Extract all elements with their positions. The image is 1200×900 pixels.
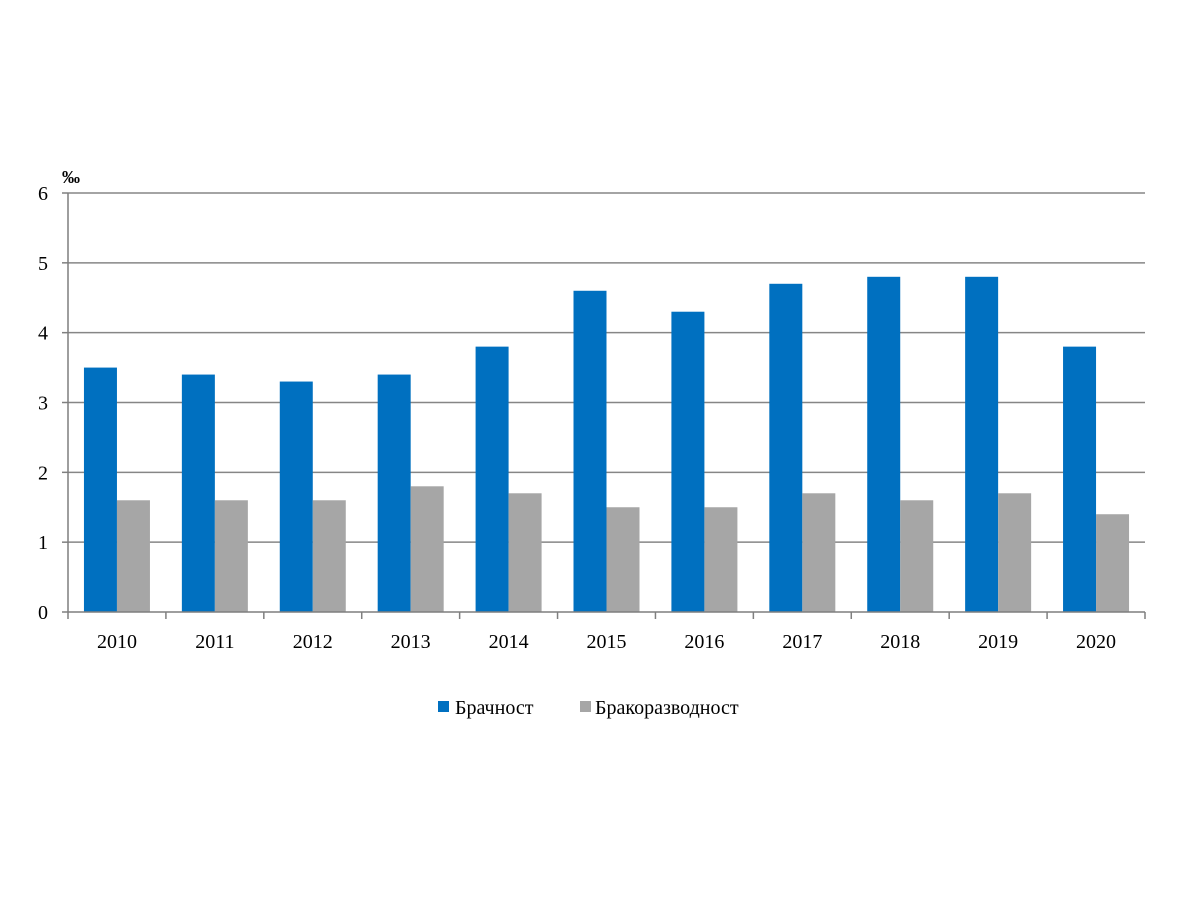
bar-marriage bbox=[769, 283, 803, 612]
bar-marriage bbox=[475, 346, 509, 612]
x-tick-label: 2010 bbox=[97, 631, 137, 653]
bar-divorce bbox=[116, 500, 150, 612]
y-tick-label: 5 bbox=[38, 253, 48, 275]
bar-marriage bbox=[573, 290, 607, 612]
x-tick-label: 2014 bbox=[489, 631, 529, 653]
bar-divorce bbox=[802, 493, 836, 612]
y-tick-label: 6 bbox=[38, 183, 48, 205]
bar-divorce bbox=[900, 500, 934, 612]
x-tick-label: 2017 bbox=[782, 631, 822, 653]
bar-marriage bbox=[181, 374, 215, 612]
bar-marriage bbox=[867, 276, 901, 612]
x-tick-label: 2018 bbox=[880, 631, 920, 653]
x-tick-label: 2013 bbox=[391, 631, 431, 653]
y-tick-label: 0 bbox=[38, 602, 48, 624]
legend-swatch bbox=[438, 701, 449, 712]
legend-label: Бракоразводност bbox=[595, 697, 739, 719]
bar-divorce bbox=[410, 486, 444, 612]
y-tick-label: 4 bbox=[38, 323, 48, 345]
bar-marriage bbox=[279, 381, 313, 612]
legend: Брачност Бракоразводност bbox=[438, 697, 739, 719]
x-tick-label: 2019 bbox=[978, 631, 1018, 653]
bar-marriage bbox=[377, 374, 411, 612]
bar-divorce bbox=[214, 500, 248, 612]
legend-label: Брачност bbox=[455, 697, 534, 719]
bar-marriage bbox=[83, 367, 117, 612]
bar-divorce bbox=[704, 507, 738, 612]
axes bbox=[67, 193, 1145, 613]
x-tick-labels: 2010 2011 2012 2013 2014 2015 2016 2017 2018 2019… bbox=[97, 631, 1116, 653]
x-tick-label: 2012 bbox=[293, 631, 333, 653]
y-tick-labels: 0 1 2 3 4 5 6 bbox=[38, 183, 48, 624]
y-tick-label: 1 bbox=[38, 532, 48, 554]
x-tick-label: 2020 bbox=[1076, 631, 1116, 653]
bar-divorce bbox=[606, 507, 640, 612]
bar-marriage bbox=[671, 311, 705, 612]
bar-marriage bbox=[1063, 346, 1097, 612]
bar-marriage bbox=[965, 276, 999, 612]
x-tick-label: 2016 bbox=[684, 631, 724, 653]
bar-divorce bbox=[1096, 514, 1130, 612]
x-tick-label: 2011 bbox=[195, 631, 234, 653]
y-unit-label: ‰ bbox=[62, 167, 80, 187]
y-tick-label: 2 bbox=[38, 462, 48, 484]
x-tick-label: 2015 bbox=[587, 631, 627, 653]
y-tick-label: 3 bbox=[38, 393, 48, 415]
bar-divorce bbox=[508, 493, 542, 612]
bar-divorce bbox=[998, 493, 1032, 612]
bars bbox=[83, 276, 1130, 612]
legend-swatch bbox=[580, 701, 591, 712]
bar-divorce bbox=[312, 500, 346, 612]
